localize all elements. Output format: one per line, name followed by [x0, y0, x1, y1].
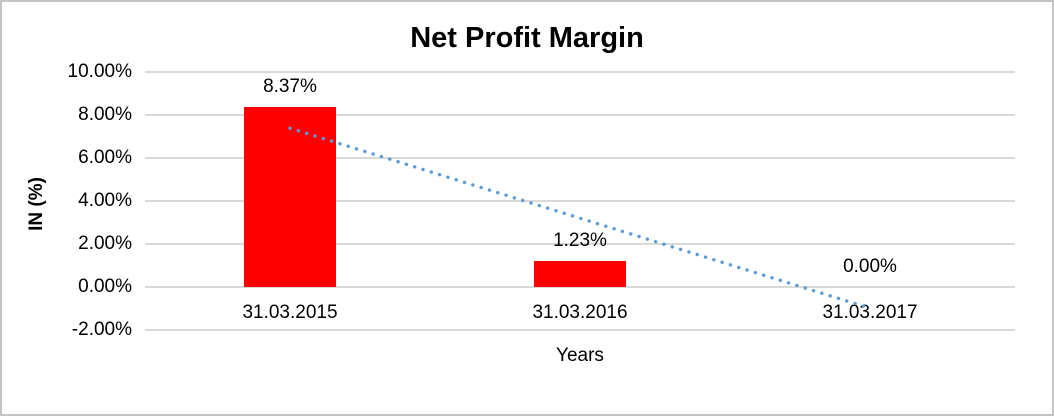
gridline — [145, 114, 1015, 116]
y-tick-label: 4.00% — [78, 190, 132, 211]
y-tick-label: 8.00% — [78, 104, 132, 125]
gridline — [145, 71, 1015, 73]
bar — [534, 260, 626, 287]
gridline — [145, 329, 1015, 331]
gridline — [145, 157, 1015, 159]
y-tick-label: 6.00% — [78, 147, 132, 168]
gridline — [145, 200, 1015, 202]
y-tick-label: 0.00% — [78, 276, 132, 297]
y-tick-label: 10.00% — [67, 61, 132, 82]
gridline — [145, 243, 1015, 245]
bar — [244, 107, 336, 287]
category-label: 31.03.2015 — [242, 302, 338, 323]
gridline — [145, 286, 1015, 288]
y-tick-label: -2.00% — [71, 319, 132, 340]
data-label: 8.37% — [263, 76, 317, 98]
category-label: 31.03.2016 — [532, 302, 628, 323]
x-axis-title: Years — [556, 345, 604, 366]
data-label: 0.00% — [843, 256, 897, 277]
category-label: 31.03.2017 — [822, 302, 918, 323]
data-label: 1.23% — [553, 229, 607, 251]
y-tick-label: 2.00% — [78, 233, 132, 254]
chart-title: Net Profit Margin — [410, 22, 644, 54]
